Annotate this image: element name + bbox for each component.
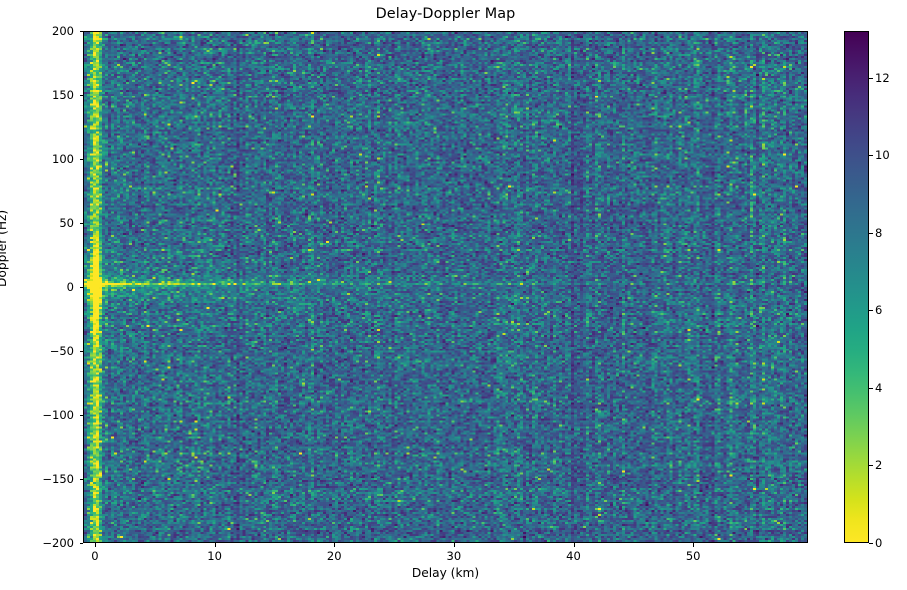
colorbar-tick [869,155,873,157]
y-tick-label: −200 [42,536,74,550]
colorbar-tick-label: 10 [875,148,890,163]
y-tick-label: 200 [52,24,74,38]
x-tick-label: 10 [207,549,222,563]
y-tick-label: −50 [49,344,74,358]
x-axis-label: Delay (km) [411,566,480,580]
x-tick [214,543,216,547]
colorbar-tick [869,232,873,234]
x-tick-label: 0 [91,549,99,563]
y-tick-label: 0 [66,280,74,294]
y-tick [79,287,83,288]
y-tick [79,159,83,160]
chart-title: Delay-Doppler Map [375,6,516,22]
colorbar-tick-label: 6 [875,303,883,318]
y-axis-label: Doppler (Hz) [0,209,9,287]
y-tick [79,415,83,416]
heatmap-pixels [84,32,807,542]
x-tick-label: 50 [685,549,701,563]
colorbar-tick-label: 0 [875,536,883,550]
colorbar-tick-label: 8 [875,225,883,240]
x-tick [573,543,575,547]
x-tick-label: 30 [446,549,462,563]
y-tick [79,31,83,32]
delay-doppler-heatmap-axes [83,31,808,543]
y-tick-label: −150 [42,472,74,486]
y-tick [79,479,83,480]
x-tick [94,543,96,547]
colorbar-tick [869,310,873,312]
x-tick [334,543,336,547]
x-tick-label: 40 [566,549,581,563]
colorbar-tick-label: 12 [875,70,890,85]
y-tick-label: 100 [52,152,74,166]
colorbar-tick-label: 4 [875,380,883,395]
y-tick [79,223,83,224]
colorbar-tick [869,465,873,467]
colorbar-gradient [845,32,868,542]
colorbar-tick [869,543,873,544]
heatmap-image [84,32,807,542]
x-tick [453,543,455,547]
y-tick [79,351,83,352]
y-tick-label: 50 [59,216,74,230]
x-tick-label: 20 [326,549,342,563]
colorbar-tick [869,387,873,389]
colorbar-tick [869,77,873,79]
y-tick-label: 150 [52,88,74,102]
y-tick [79,543,83,544]
y-tick [79,95,83,96]
x-tick [693,543,695,547]
colorbar-tick-label: 2 [875,458,883,473]
y-tick-label: −100 [42,408,74,422]
colorbar [844,31,869,543]
